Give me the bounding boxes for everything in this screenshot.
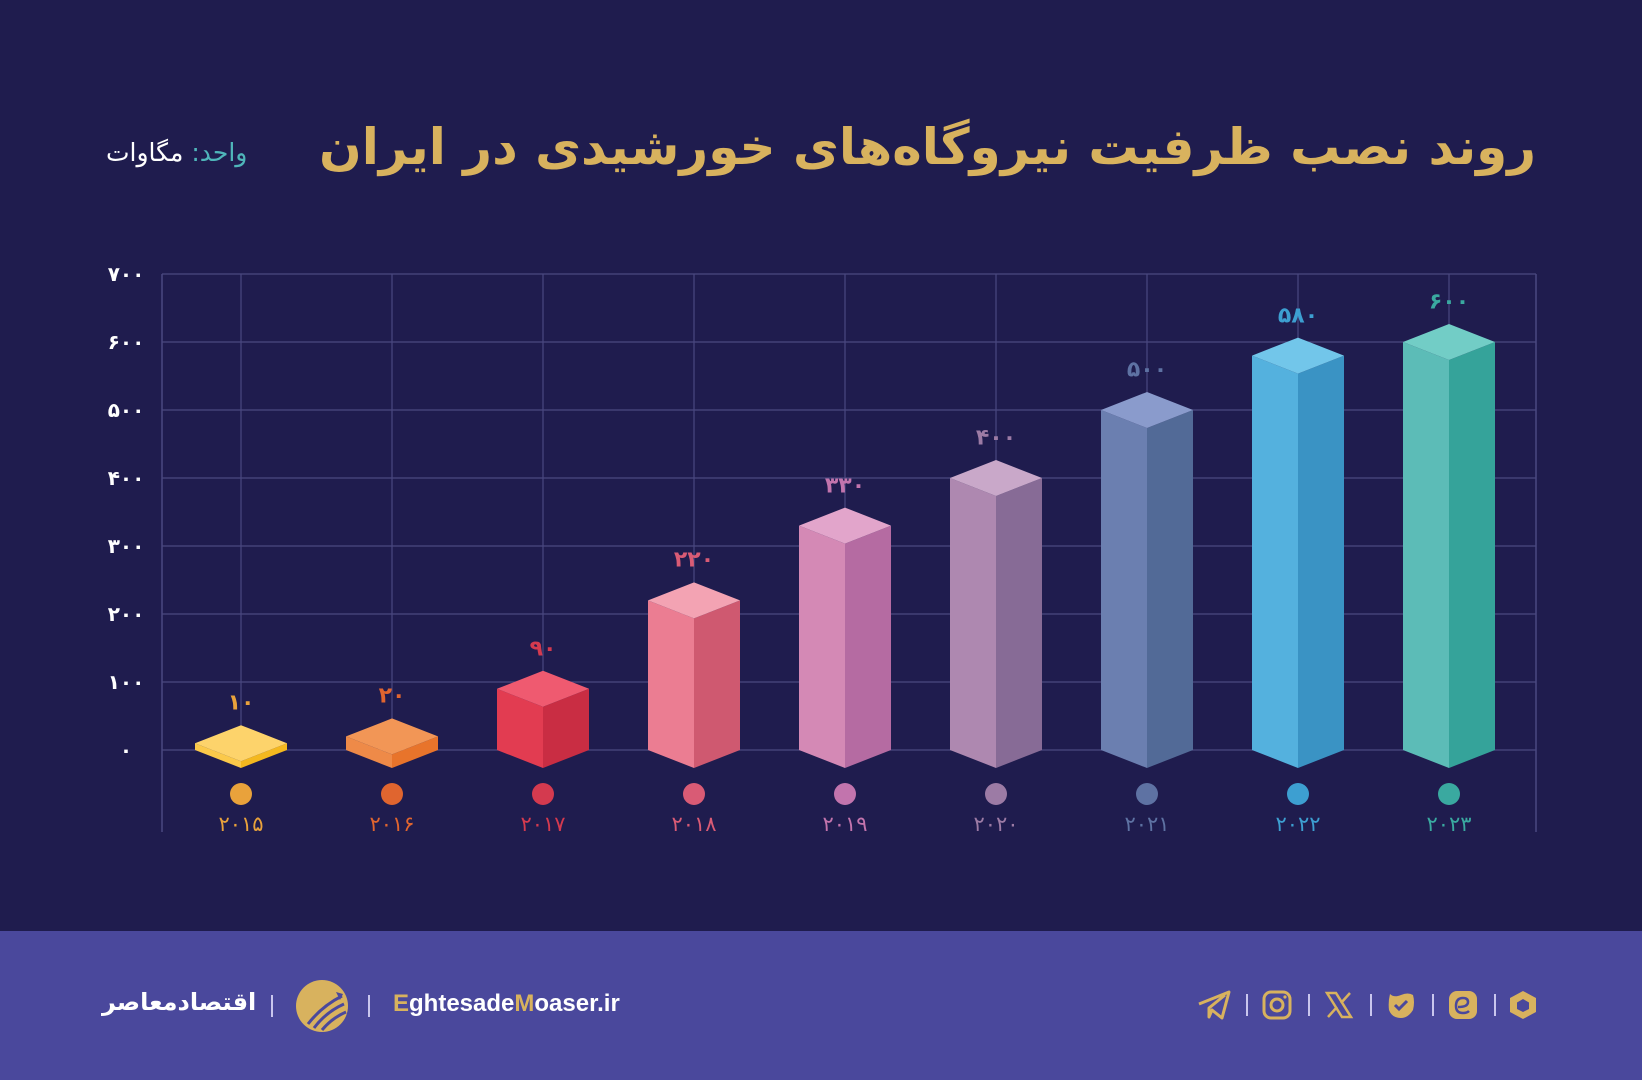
y-tick-label: ۰ [119, 738, 133, 762]
brand-logo-icon [296, 980, 348, 1032]
data-value-label: ۶۰۰ [1428, 289, 1470, 315]
data-value-label: ۲۰ [378, 683, 406, 709]
bar-face-right [392, 736, 438, 768]
bar-2021 [1101, 392, 1193, 768]
instagram-icon[interactable] [1259, 987, 1295, 1023]
bar-face-right [694, 600, 740, 768]
bar-face-top [195, 725, 287, 762]
y-tick-label: ۷۰۰ [107, 262, 145, 286]
x-icon[interactable] [1321, 987, 1357, 1023]
site-text-part: E [393, 990, 410, 1017]
category-marker-dot [1438, 783, 1460, 805]
unit-label: واحد: مگاوات [106, 138, 247, 167]
data-value-label: ۹۰ [529, 636, 557, 662]
category-marker-dot [1287, 783, 1309, 805]
x-tick-label: ۲۰۱۶ [369, 812, 415, 836]
chart-plot-area [161, 273, 1537, 832]
y-tick-label: ۶۰۰ [107, 330, 145, 354]
bar-face-right [996, 478, 1042, 768]
brand-name: اقتصادمعاصر [102, 988, 257, 1016]
bar-face-left [648, 600, 694, 768]
site-text-part: M [514, 990, 535, 1017]
bar-2016 [346, 718, 438, 768]
x-tick-label: ۲۰۲۰ [973, 812, 1019, 836]
bar-face-left [1101, 410, 1147, 768]
bar-face-top [1252, 337, 1344, 374]
verified-app-icon[interactable] [1383, 987, 1419, 1023]
divider [1308, 994, 1310, 1016]
category-marker-dot [834, 783, 856, 805]
site-text-part: ghtesade [409, 990, 515, 1017]
site-text-part: oaser.ir [534, 990, 620, 1017]
x-tick-label: ۲۰۲۱ [1124, 812, 1170, 836]
x-tick-label: ۲۰۱۵ [218, 812, 264, 836]
bar-face-top [497, 670, 589, 707]
bar-2018 [648, 582, 740, 768]
eitaa-icon[interactable] [1445, 987, 1481, 1023]
bar-2015 [195, 725, 287, 768]
bar-face-right [1147, 410, 1193, 768]
bar-face-left [950, 478, 996, 768]
divider [1246, 994, 1248, 1016]
bar-2023 [1403, 324, 1495, 768]
category-marker-dot [1136, 783, 1158, 805]
bar-face-right [1449, 342, 1495, 768]
telegram-icon[interactable] [1196, 987, 1232, 1023]
data-value-label: ۱۰ [227, 690, 255, 716]
hexagon-app-icon[interactable] [1505, 987, 1541, 1023]
footer [0, 931, 1642, 1080]
category-marker-dot [230, 783, 252, 805]
bar-face-left [1403, 342, 1449, 768]
x-tick-label: ۲۰۱۹ [822, 812, 868, 836]
bar-face-right [845, 525, 891, 768]
bar-2019 [799, 507, 891, 768]
divider [1370, 994, 1372, 1016]
website-link[interactable]: EghtesadeMoaser.ir [393, 990, 620, 1018]
data-value-label: ۲۲۰ [673, 547, 715, 573]
bar-face-left [1252, 355, 1298, 768]
y-tick-label: ۴۰۰ [107, 466, 145, 490]
y-tick-label: ۲۰۰ [107, 602, 145, 626]
divider [368, 995, 370, 1017]
data-value-label: ۵۰۰ [1126, 357, 1168, 383]
bar-2017 [497, 670, 589, 768]
bar-face-left [799, 525, 845, 768]
bar-2022 [1252, 337, 1344, 768]
unit-label-value: مگاوات [106, 138, 184, 167]
x-tick-label: ۲۰۲۳ [1426, 812, 1472, 836]
bar-face-left [195, 743, 241, 768]
divider [1494, 994, 1496, 1016]
category-marker-dot [381, 783, 403, 805]
data-value-label: ۵۸۰ [1277, 303, 1319, 329]
y-tick-label: ۳۰۰ [107, 534, 145, 558]
y-tick-label: ۵۰۰ [107, 398, 145, 422]
bar-face-left [497, 688, 543, 768]
bar-chart: ۰ ۱۰۰ ۲۰۰ ۳۰۰ ۴۰۰ ۵۰۰ ۶۰۰ ۷۰۰ ۱۰ ۲۰۱۵ ۲۰ ۲۰۱۶ ۹۰ ۲۰۱۷… [107, 262, 1537, 836]
bar-face-left [346, 736, 392, 768]
bar-face-right [1298, 355, 1344, 768]
bar-face-top [346, 718, 438, 755]
bar-face-top [648, 582, 740, 619]
x-tick-label: ۲۰۱۷ [520, 812, 566, 836]
bar-face-right [543, 688, 589, 768]
y-tick-label: ۱۰۰ [107, 670, 145, 694]
bar-2020 [950, 460, 1042, 768]
category-marker-dot [683, 783, 705, 805]
data-value-label: ۳۳۰ [824, 473, 866, 499]
category-marker-dot [532, 783, 554, 805]
unit-label-key: واحد: [191, 138, 248, 167]
divider [1432, 994, 1434, 1016]
data-value-label: ۴۰۰ [975, 425, 1017, 451]
x-tick-label: ۲۰۱۸ [671, 812, 717, 836]
bar-face-top [950, 460, 1042, 496]
bar-face-right [241, 743, 287, 768]
divider [271, 995, 273, 1017]
chart-title: روند نصب ظرفیت نیروگاه‌های خورشیدی در ای… [319, 118, 1537, 176]
bar-face-top [799, 507, 891, 544]
bar-face-top [1403, 324, 1495, 360]
bar-face-top [1101, 392, 1193, 428]
x-tick-label: ۲۰۲۲ [1275, 812, 1321, 836]
category-marker-dot [985, 783, 1007, 805]
